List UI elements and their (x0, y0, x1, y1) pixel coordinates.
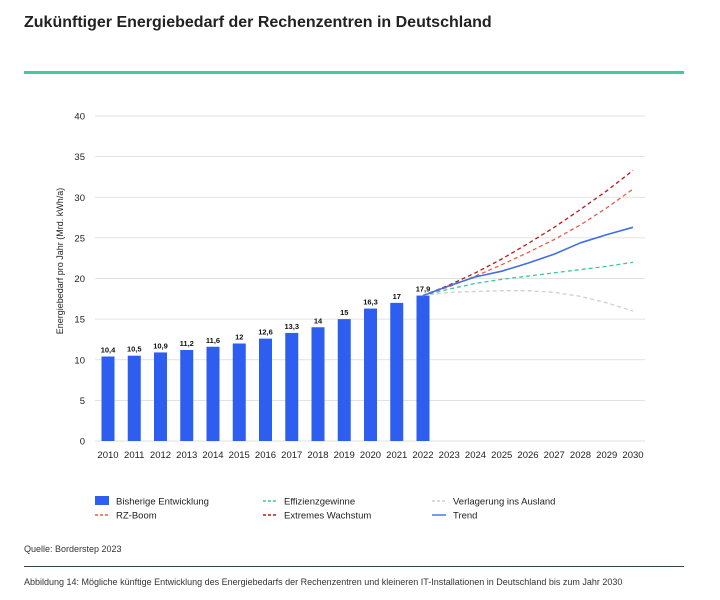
series-lines (422, 169, 634, 312)
bar-2010 (101, 356, 115, 441)
bar-label-2021: 17 (393, 292, 401, 301)
x-axis-ticks: 2010 2011 2012 2013 2014 2015 2016 2017 2018 2019… (97, 450, 643, 461)
y-tick-label: 30 (74, 193, 85, 204)
x-tick-label: 2017 (281, 450, 302, 461)
caption-divider (24, 566, 684, 567)
bar-2011 (127, 355, 141, 441)
legend-label-trend: Trend (453, 511, 477, 522)
bar-label-2022: 17,9 (416, 285, 431, 294)
legend-swatch-bisherige-entwicklung (95, 496, 109, 505)
y-axis-ticks: 0 5 10 15 20 25 30 35 40 (74, 112, 85, 448)
y-tick-label: 25 (74, 233, 85, 244)
x-tick-label: 2015 (229, 450, 250, 461)
bar-label-2011: 10,5 (127, 345, 142, 354)
legend: Bisherige Entwicklung Effizienzgewinne Ver… (95, 496, 555, 522)
x-tick-label: 2014 (202, 450, 223, 461)
bar-2015 (232, 343, 246, 441)
bar-2013 (180, 350, 194, 441)
x-tick-label: 2019 (334, 450, 355, 461)
bar-2022 (416, 295, 430, 441)
series-line-rz-boom (422, 188, 634, 297)
bar-label-2020: 16,3 (363, 298, 378, 307)
y-tick-label: 40 (74, 112, 85, 123)
bar-2014 (206, 346, 220, 441)
bar-label-2019: 15 (340, 308, 348, 317)
bar-label-2013: 11,2 (180, 339, 194, 348)
bar-label-2015: 12 (235, 333, 243, 342)
x-tick-label: 2026 (517, 450, 538, 461)
legend-label-effizienzgewinne: Effizienzgewinne (284, 497, 355, 508)
x-tick-label: 2028 (570, 450, 591, 461)
series-line-extremes-wachstum (422, 169, 634, 297)
x-tick-label: 2027 (544, 450, 565, 461)
legend-label-bisherige-entwicklung: Bisherige Entwicklung (116, 497, 209, 508)
x-tick-label: 2029 (596, 450, 617, 461)
bar-label-2012: 10,9 (153, 341, 168, 350)
source-note: Quelle: Borderstep 2023 (24, 544, 122, 554)
bar-2016 (259, 338, 272, 441)
x-tick-label: 2012 (150, 450, 171, 461)
x-tick-label: 2024 (465, 450, 486, 461)
title-accent-divider (24, 71, 684, 74)
y-tick-label: 0 (80, 437, 85, 448)
bar-2012 (154, 352, 167, 441)
y-tick-label: 15 (74, 315, 85, 326)
x-tick-label: 2011 (124, 450, 144, 461)
x-tick-label: 2010 (97, 450, 118, 461)
x-tick-label: 2021 (386, 450, 407, 461)
bar-2021 (390, 302, 404, 441)
bar-2019 (337, 319, 351, 441)
bar-2018 (311, 327, 325, 441)
series-line-effizienzgewinne (422, 261, 634, 297)
legend-label-rz-boom: RZ-Boom (116, 511, 157, 522)
x-tick-label: 2025 (491, 450, 512, 461)
x-tick-label: 2023 (439, 450, 460, 461)
y-tick-label: 20 (74, 274, 85, 285)
series-line-verlagerung-ins-ausland (422, 290, 634, 312)
legend-label-extremes-wachstum: Extremes Wachstum (284, 511, 371, 522)
figure-caption: Abbildung 14: Mögliche künftige Entwickl… (24, 577, 623, 587)
x-tick-label: 2022 (412, 450, 433, 461)
y-tick-label: 35 (74, 152, 85, 163)
bar-label-2018: 14 (314, 316, 323, 325)
bar-label-2010: 10,4 (101, 346, 116, 355)
x-tick-label: 2020 (360, 450, 381, 461)
bar-2017 (285, 332, 299, 441)
series-line-trend (422, 226, 634, 297)
bar-label-2017: 13,3 (284, 322, 299, 331)
bar-label-2014: 11,6 (206, 336, 220, 345)
chart-title: Zukünftiger Energiebedarf der Rechenzent… (24, 14, 492, 31)
x-tick-label: 2013 (176, 450, 197, 461)
x-tick-label: 2018 (307, 450, 328, 461)
bar-2020 (364, 308, 377, 441)
y-tick-label: 10 (74, 355, 85, 366)
bar-data-labels: 10,4 10,5 10,9 11,2 11,6 12 12,6 13,3 14 15 16,3 17… (101, 285, 431, 355)
y-axis-label: Energiebedarf pro Jahr (Mrd. kWh/a) (55, 188, 65, 335)
bar-label-2016: 12,6 (258, 328, 273, 337)
legend-label-verlagerung-ins-ausland: Verlagerung ins Ausland (453, 497, 555, 508)
x-tick-label: 2030 (622, 450, 643, 461)
y-tick-label: 5 (80, 396, 85, 407)
x-tick-label: 2016 (255, 450, 276, 461)
bars (101, 295, 430, 441)
